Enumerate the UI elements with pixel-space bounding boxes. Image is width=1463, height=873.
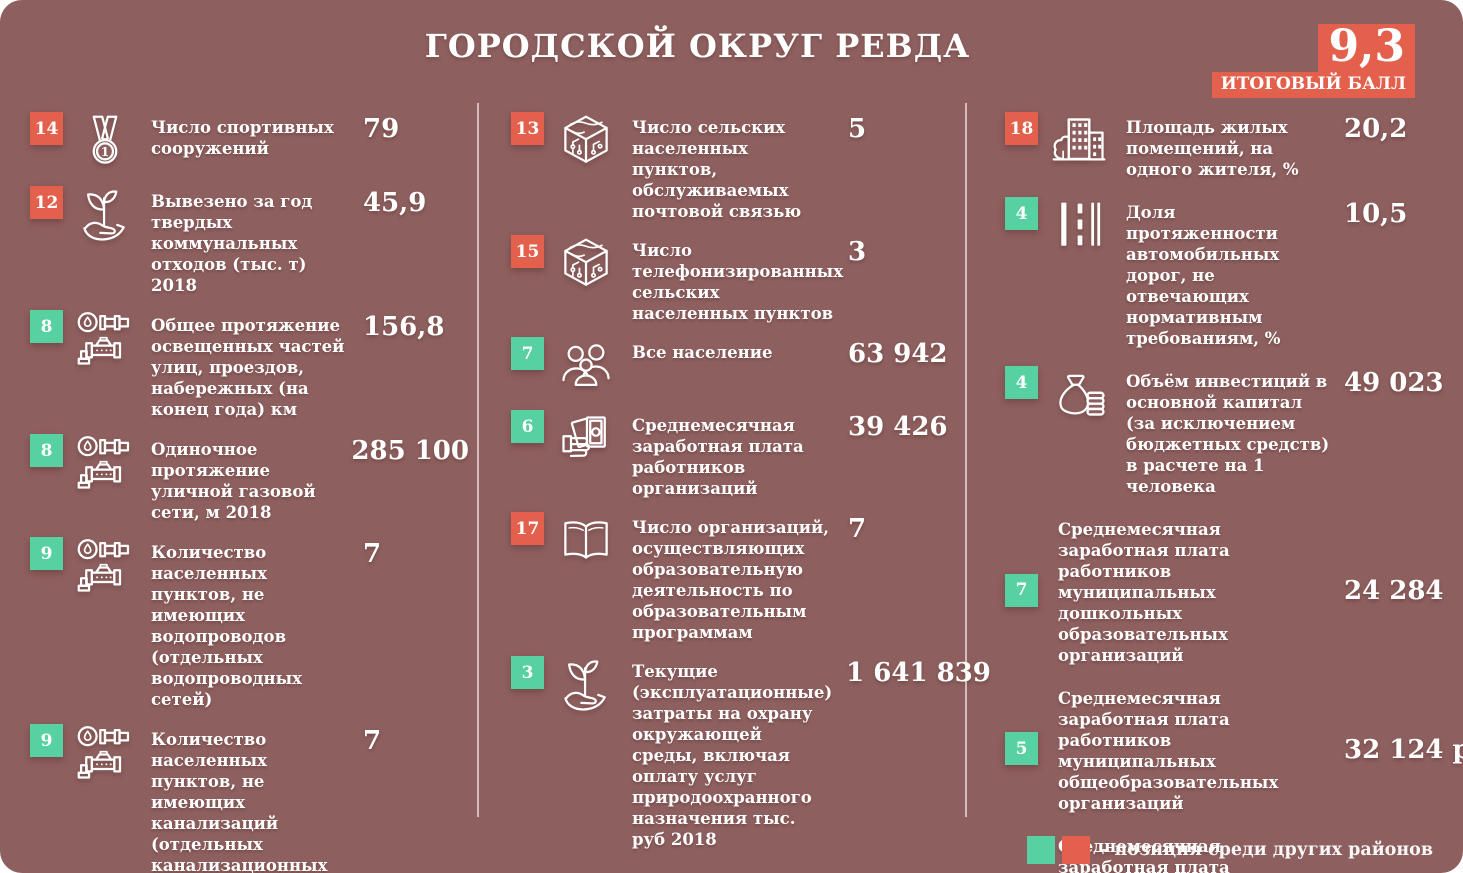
- legend-text: - позиция среди других районов: [1101, 840, 1433, 860]
- rank-badge: 3: [511, 656, 544, 689]
- rank-badge: 13: [511, 112, 544, 145]
- rank-badge: 9: [30, 724, 63, 757]
- indicator-value: 3: [848, 237, 867, 267]
- water-pipes-icon: [73, 724, 137, 784]
- legend-green-swatch: [1027, 836, 1056, 864]
- indicator-columns: 14 Число спортивных сооружений 79 12 Выв…: [0, 100, 1463, 873]
- rank-badge: 8: [30, 310, 63, 343]
- indicator-row: 8 Одиночное протяжение уличной газовой с…: [30, 434, 469, 523]
- rank-badge: 12: [30, 186, 63, 219]
- indicator-row: 9 Количество населенных пунктов, не имею…: [30, 537, 469, 710]
- indicator-value: 63 942: [848, 339, 948, 369]
- rank-badge: 15: [511, 235, 544, 268]
- indicator-row: 12 Вывезено за год твердых коммунальных …: [30, 186, 469, 296]
- indicator-row: 7 Все население 63 942: [511, 337, 957, 397]
- indicator-row: 13 Число сельских населенных пунктов, об…: [511, 112, 957, 222]
- indicator-value: 7: [363, 539, 382, 569]
- sprout-hand-icon: [554, 656, 618, 716]
- indicator-row: 3 Текущие (эксплуатационные) затраты на …: [511, 656, 991, 850]
- indicator-row: 9 Среднемесячная заработная плата работн…: [1005, 831, 1463, 873]
- circuit-cube-icon: [554, 235, 618, 295]
- water-pipes-icon: [73, 434, 137, 494]
- legend: - позиция среди других районов: [1027, 836, 1433, 864]
- indicator-row: 9 Количество населенных пунктов, не имею…: [30, 724, 469, 873]
- indicator-row: 4 Объём инвестиций в основной капитал (з…: [1005, 366, 1463, 497]
- indicator-value: 285 100: [351, 436, 469, 466]
- indicator-value: 156,8: [363, 312, 445, 342]
- indicator-row: 7 Среднемесячная заработная плата работн…: [1005, 514, 1463, 666]
- column-divider: [965, 103, 967, 817]
- indicator-row: 6 Среднемесячная заработная плата работн…: [511, 410, 957, 499]
- indicator-label: Количество населенных пунктов, не имеющи…: [151, 730, 328, 873]
- road-icon: [1048, 197, 1112, 257]
- indicator-label: Вывезено за год твердых коммунальных отх…: [151, 192, 313, 295]
- indicator-row: 14 Число спортивных сооружений 79: [30, 112, 469, 172]
- indicator-row: 8 Общее протяжение освещенных частей ули…: [30, 310, 469, 420]
- indicator-label: Доля протяженности автомобильных дорог, …: [1126, 203, 1281, 348]
- medal-icon: [73, 112, 137, 172]
- banknotes-hand-icon: [554, 410, 618, 470]
- indicator-label: Число сельских населенных пунктов, обслу…: [632, 118, 802, 221]
- indicator-label: Число спортивных сооружений: [151, 118, 334, 158]
- indicator-label: Число организаций, осуществляющих образо…: [632, 518, 830, 642]
- legend-red-swatch: [1062, 836, 1091, 864]
- water-pipes-icon: [73, 310, 137, 370]
- indicator-value: 39 426: [848, 412, 948, 442]
- column-divider: [477, 103, 479, 817]
- money-bag-icon: [1048, 366, 1112, 426]
- indicator-label: Среднемесячная заработная плата работник…: [1058, 689, 1279, 813]
- sprout-hand-icon: [73, 186, 137, 246]
- buildings-icon: [1048, 112, 1112, 172]
- total-score: 9,3 ИТОГОВЫЙ БАЛЛ: [1211, 24, 1415, 98]
- indicator-row: 18 Площадь жилых помещений, на одного жи…: [1005, 112, 1463, 180]
- indicator-label: Среднемесячная заработная плата работник…: [632, 416, 804, 498]
- open-book-icon: [554, 512, 618, 572]
- rank-badge: 8: [30, 434, 63, 467]
- rank-badge: 5: [1005, 732, 1038, 765]
- indicator-value: 7: [848, 514, 867, 544]
- people-icon: [554, 337, 618, 397]
- indicator-label: Текущие (эксплуатационные) затраты на ох…: [632, 662, 833, 849]
- column-2: 13 Число сельских населенных пунктов, об…: [479, 100, 991, 873]
- indicator-value: 20,2: [1344, 114, 1408, 144]
- indicator-label: Площадь жилых помещений, на одного жител…: [1126, 118, 1299, 179]
- indicator-value: 7: [363, 726, 382, 756]
- water-pipes-icon: [73, 537, 137, 597]
- rank-badge: 7: [511, 337, 544, 370]
- circuit-cube-icon: [554, 112, 618, 172]
- indicator-row: 17 Число организаций, осуществляющих обр…: [511, 512, 957, 643]
- indicator-row: 5 Среднемесячная заработная плата работн…: [1005, 683, 1463, 814]
- indicator-label: Все население: [632, 343, 773, 362]
- indicator-value: 79: [363, 114, 400, 144]
- indicator-value: 32 124 р: [1344, 734, 1463, 765]
- column-3: 18 Площадь жилых помещений, на одного жи…: [967, 100, 1463, 873]
- indicator-value: 10,5: [1344, 199, 1408, 229]
- indicator-value: 5: [848, 114, 867, 144]
- indicator-label: Среднемесячная заработная плата работник…: [1058, 837, 1230, 873]
- column-1: 14 Число спортивных сооружений 79 12 Выв…: [0, 100, 477, 873]
- indicator-label: Число телефонизированных сельских населе…: [632, 241, 844, 323]
- indicator-label: Общее протяжение освещенных частей улиц,…: [151, 316, 345, 419]
- rank-badge: 17: [511, 512, 544, 545]
- indicator-value: 49 023: [1344, 368, 1444, 398]
- rank-badge: 6: [511, 410, 544, 443]
- rank-badge: 4: [1005, 197, 1038, 230]
- page-title: ГОРОДСКОЙ ОКРУГ РЕВДА: [424, 27, 971, 65]
- total-score-label: ИТОГОВЫЙ БАЛЛ: [1211, 72, 1415, 98]
- total-score-value: 9,3: [1318, 24, 1415, 72]
- indicator-label: Одиночное протяжение уличной газовой сет…: [151, 440, 316, 522]
- indicator-label: Среднемесячная заработная плата работник…: [1058, 520, 1230, 665]
- indicator-value: 45,9: [363, 188, 427, 218]
- rank-badge: 9: [30, 537, 63, 570]
- rank-badge: 14: [30, 112, 63, 145]
- indicator-label: Объём инвестиций в основной капитал (за …: [1126, 372, 1330, 496]
- indicator-row: 15 Число телефонизированных сельских нас…: [511, 235, 957, 324]
- rank-badge: 4: [1005, 366, 1038, 399]
- indicator-row: 4 Доля протяженности автомобильных дорог…: [1005, 197, 1463, 349]
- indicator-value: 24 284: [1344, 576, 1444, 607]
- indicator-label: Количество населенных пунктов, не имеющи…: [151, 543, 303, 709]
- rank-badge: 18: [1005, 112, 1038, 145]
- rank-badge: 7: [1005, 573, 1038, 607]
